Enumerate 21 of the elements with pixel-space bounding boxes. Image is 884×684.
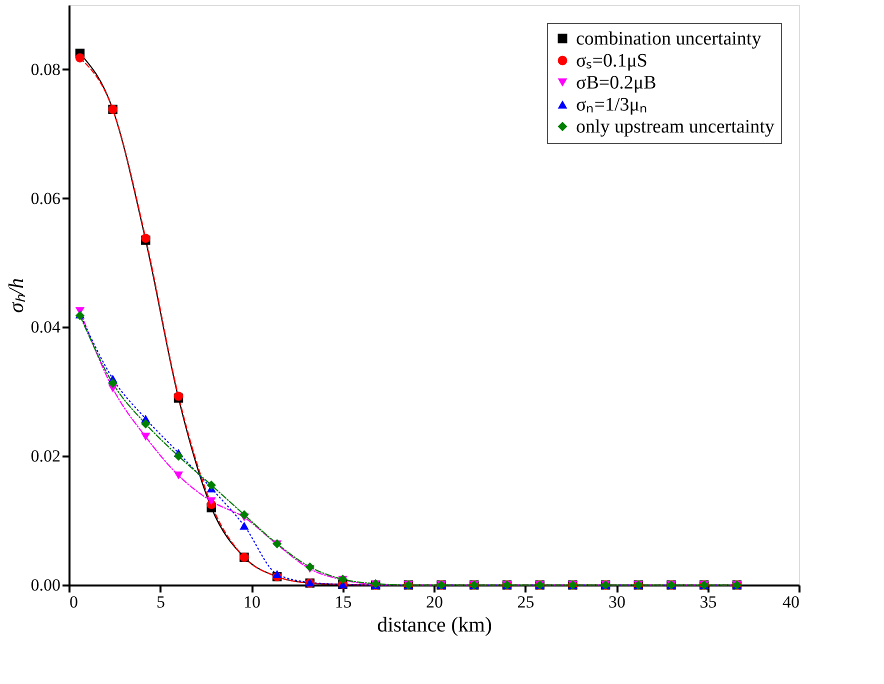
x-tick-label: 35 <box>700 592 717 612</box>
y-tick-label: 0.04 <box>30 318 61 337</box>
x-tick-label: 30 <box>608 592 626 612</box>
legend-label: σₛ=0.1μS <box>576 50 648 72</box>
x-tick-label: 40 <box>782 592 800 612</box>
x-tick-label: 0 <box>70 592 78 612</box>
y-tick-label: 0.00 <box>30 576 60 594</box>
x-tick-label: 25 <box>517 592 534 612</box>
legend-label: only upstream uncertainty <box>576 116 775 138</box>
y-tick-label: 0.08 <box>30 60 60 79</box>
x-tick-label: 20 <box>426 592 443 612</box>
legend-label: σB=0.2μB <box>576 72 656 94</box>
x-tick-label: 10 <box>244 592 260 612</box>
x-tick-label: 15 <box>334 592 352 612</box>
y-tick-label: 0.02 <box>30 446 60 466</box>
y-tick-label: 0.06 <box>30 188 60 208</box>
x-axis-title: distance (km) <box>377 612 492 636</box>
legend-label: σₙ=1/3μₙ <box>576 94 648 116</box>
y-axis-title: σₕ/h <box>4 278 28 313</box>
legend-label: combination uncertainty <box>576 28 762 50</box>
x-tick-label: 5 <box>156 592 165 612</box>
